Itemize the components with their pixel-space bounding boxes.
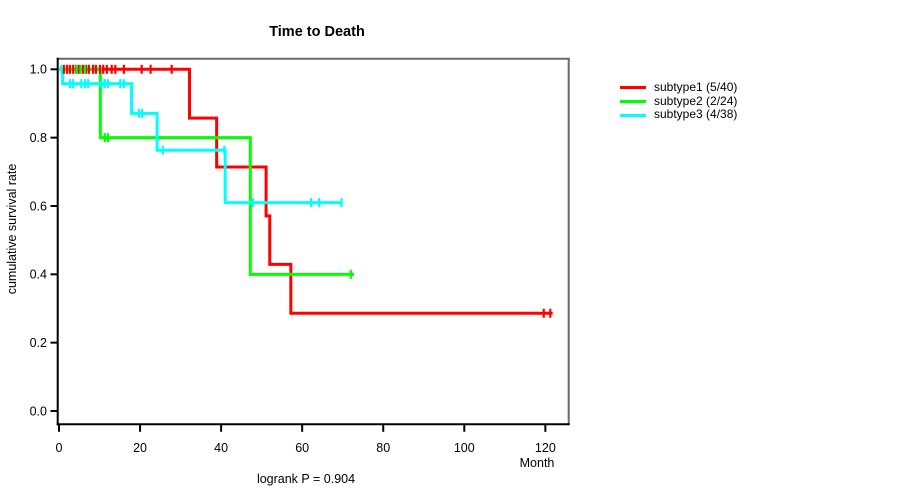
legend-label-subtype1: subtype1 (5/40) xyxy=(654,80,738,94)
legend-item-subtype2: subtype2 (2/24) xyxy=(620,93,738,109)
x-tick-label: 100 xyxy=(454,441,475,455)
x-tick-label: 40 xyxy=(214,441,228,455)
y-tick-label: 0.0 xyxy=(30,404,47,418)
chart-title: Time to Death xyxy=(269,24,365,40)
y-axis-title: cumulative survival rate xyxy=(5,164,19,295)
y-tick-label: 0.6 xyxy=(30,199,47,213)
legend-line-subtype1 xyxy=(620,86,646,90)
legend-item-subtype3: subtype3 (4/38) xyxy=(620,108,737,122)
x-tick-label: 0 xyxy=(56,441,63,455)
x-tick-label: 120 xyxy=(535,441,556,455)
survival-curve-subtype2 xyxy=(59,67,355,276)
legend-line-subtype3 xyxy=(620,113,646,117)
legend-label-subtype3: subtype3 (4/38) xyxy=(654,107,738,122)
logrank-annotation: logrank P = 0.904 xyxy=(257,472,355,486)
legend: subtype1 (5/40) subtype2 (2/24) subtype3… xyxy=(620,80,738,122)
legend-label-subtype2: subtype2 (2/24) xyxy=(654,93,738,108)
x-tick-label: 80 xyxy=(376,441,390,455)
y-tick-label: 0.2 xyxy=(30,336,47,350)
y-tick-label: 1.0 xyxy=(30,63,47,77)
plot-area: 0 20 40 60 80 100 120 0.0 0.2 0.4 0.6 0.8 1.0 xyxy=(30,57,570,455)
x-axis-title: Month xyxy=(520,456,555,470)
y-tick-label: 0.8 xyxy=(30,131,47,145)
y-tick-label: 0.4 xyxy=(30,268,47,282)
x-tick-label: 20 xyxy=(133,441,147,455)
legend-line-subtype2 xyxy=(620,100,646,104)
x-tick-label: 60 xyxy=(295,441,309,455)
survival-curve-subtype3 xyxy=(59,67,343,205)
legend-item-subtype1: subtype1 (5/40) xyxy=(620,80,738,95)
survival-curve-subtype1 xyxy=(59,67,553,315)
